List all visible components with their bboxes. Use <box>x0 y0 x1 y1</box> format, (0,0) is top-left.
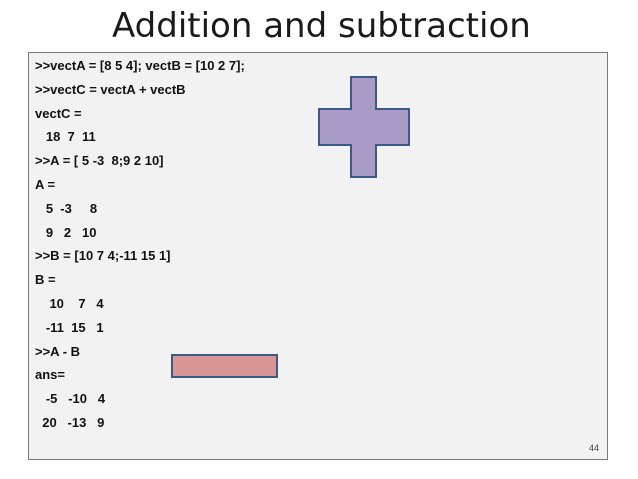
console-line: -5 -10 4 <box>35 391 106 407</box>
console-line: >>vectA = [8 5 4]; vectB = [10 2 7]; <box>35 58 245 73</box>
console-line: B = <box>35 272 56 288</box>
console-line: 18 7 11 <box>35 129 96 145</box>
page-number: 44 <box>588 443 599 453</box>
slide-title: Addition and subtraction <box>112 6 531 46</box>
plus-sign-icon <box>318 76 410 178</box>
plus-shape <box>318 76 410 178</box>
console-line: 10 7 4 <box>35 296 104 311</box>
console-line: >>vectC = vectA + vectB <box>35 81 186 97</box>
console-line: >>A - B <box>35 343 81 359</box>
console-line: 5 -3 8 <box>35 200 98 216</box>
console-line: -11 15 1 <box>35 319 104 335</box>
console-line: >>A = [ 5 -3 8;9 2 10] <box>35 153 164 169</box>
console-line: ans= <box>35 367 65 383</box>
console-line: 20 -13 9 <box>35 415 105 430</box>
console-line: A = <box>35 177 56 192</box>
console-line: vectC = <box>35 105 82 121</box>
console-line: 9 2 10 <box>35 224 97 240</box>
console-line: >>B = [10 7 4;-11 15 1] <box>35 248 171 264</box>
minus-shape <box>171 354 278 378</box>
